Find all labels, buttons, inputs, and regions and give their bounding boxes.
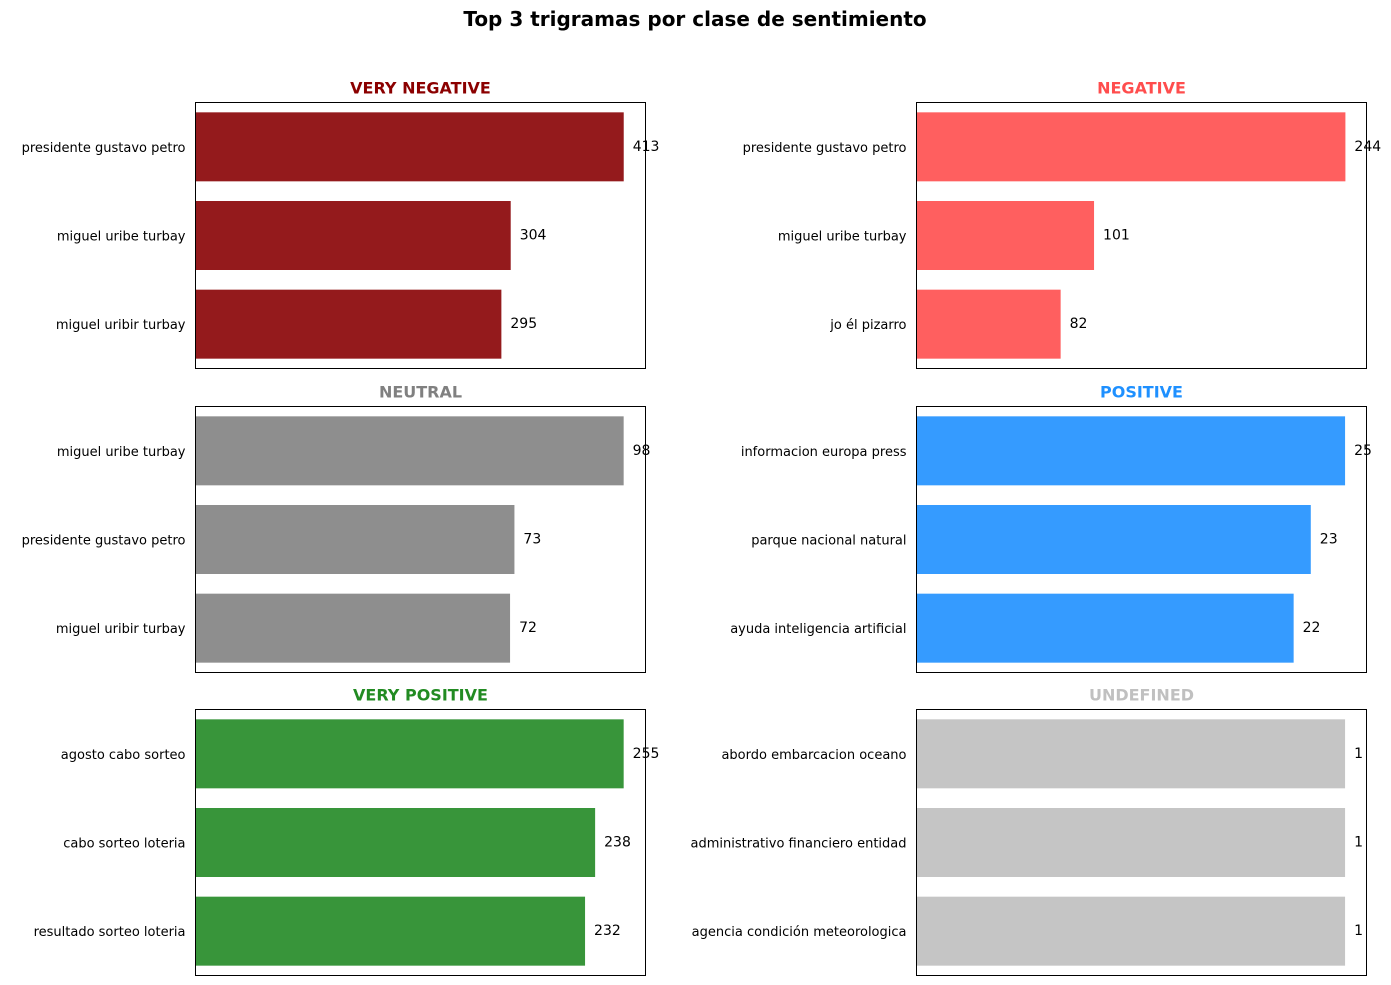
data-label: 232 [594, 923, 621, 939]
panel-positive: POSITIVE informacion europa press 25 parque… [730, 383, 1372, 673]
panel-very-negative: VERY NEGATIVE presidente gustavo petro 413… [22, 79, 660, 369]
panels: VERY NEGATIVE presidente gustavo petro 413… [22, 79, 1381, 976]
bar [195, 289, 502, 359]
bar [916, 593, 1294, 663]
y-tick-label: jo él pizarro [829, 318, 906, 333]
bar [916, 112, 1346, 182]
plot-frame [195, 102, 646, 369]
data-label: 101 [1103, 228, 1130, 244]
bar [195, 896, 586, 966]
plot-frame [916, 709, 1367, 976]
panel-undefined: UNDEFINED abordo embarcacion oceano 1 admin… [691, 686, 1367, 976]
panel-title: POSITIVE [1100, 383, 1183, 402]
bar [195, 719, 624, 789]
y-tick-label: miguel uribe turbay [57, 445, 186, 460]
panel-very-positive: VERY POSITIVE agosto cabo sorteo 255 cabo s… [34, 686, 660, 976]
data-label: 1 [1354, 746, 1363, 762]
data-label: 238 [604, 835, 631, 851]
bar [916, 289, 1061, 359]
bar [195, 593, 511, 663]
data-label: 295 [510, 316, 537, 332]
plot-frame [195, 709, 646, 976]
figure-title: Top 3 trigramas por clase de sentimiento [463, 7, 926, 31]
data-label: 25 [1354, 443, 1372, 459]
y-tick-label: ayuda inteligencia artificial [730, 622, 906, 637]
data-label: 82 [1070, 316, 1088, 332]
y-tick-label: parque nacional natural [751, 534, 906, 549]
bar [195, 201, 511, 270]
panel-title: UNDEFINED [1089, 686, 1194, 705]
bar [195, 112, 624, 182]
bar [916, 808, 1346, 877]
data-label: 23 [1320, 532, 1338, 548]
data-label: 1 [1354, 835, 1363, 851]
data-label: 72 [519, 620, 537, 636]
panel-title: VERY POSITIVE [353, 686, 488, 705]
y-tick-label: miguel uribir turbay [56, 622, 186, 637]
panel-negative: NEGATIVE presidente gustavo petro 244 migue… [743, 79, 1381, 369]
bar [916, 201, 1095, 270]
data-label: 255 [633, 746, 660, 762]
plot-frame [195, 406, 646, 673]
y-tick-label: presidente gustavo petro [22, 141, 186, 156]
data-label: 22 [1303, 620, 1321, 636]
y-tick-label: agosto cabo sorteo [61, 748, 186, 763]
panel-title: NEUTRAL [379, 383, 462, 402]
bar [195, 808, 596, 877]
bar [195, 505, 515, 574]
y-tick-label: miguel uribe turbay [57, 230, 186, 245]
data-label: 73 [523, 532, 541, 548]
y-tick-label: presidente gustavo petro [22, 534, 186, 549]
panel-neutral: NEUTRAL miguel uribe turbay 98 presidente g… [22, 383, 651, 673]
bar [916, 719, 1346, 789]
data-label: 98 [633, 443, 651, 459]
panel-title: VERY NEGATIVE [350, 79, 491, 98]
y-tick-label: agencia condición meteorologica [692, 925, 907, 940]
bar [916, 416, 1346, 486]
y-tick-label: resultado sorteo loteria [34, 925, 186, 940]
y-tick-label: cabo sorteo loteria [63, 837, 185, 852]
data-label: 1 [1354, 923, 1363, 939]
y-tick-label: abordo embarcacion oceano [721, 748, 906, 763]
y-tick-label: administrativo financiero entidad [691, 837, 907, 852]
bar [916, 896, 1346, 966]
y-tick-label: informacion europa press [741, 445, 907, 460]
bar [916, 505, 1311, 574]
y-tick-label: miguel uribir turbay [56, 318, 186, 333]
data-label: 413 [633, 139, 660, 155]
bar [195, 416, 624, 486]
plot-frame [916, 406, 1367, 673]
panel-title: NEGATIVE [1097, 79, 1186, 98]
y-tick-label: presidente gustavo petro [743, 141, 907, 156]
data-label: 244 [1354, 139, 1381, 155]
y-tick-label: miguel uribe turbay [778, 230, 907, 245]
plot-frame [916, 102, 1367, 369]
data-label: 304 [520, 228, 547, 244]
